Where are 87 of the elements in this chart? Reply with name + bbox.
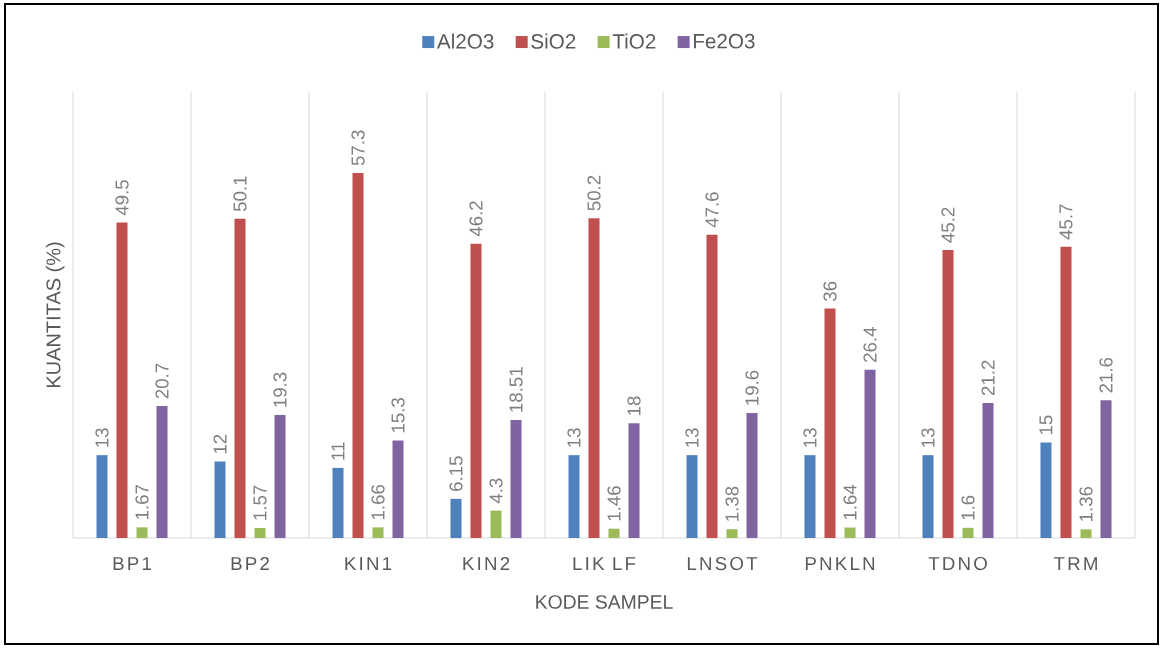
bar: [962, 527, 974, 538]
bar: [588, 218, 600, 538]
bar: [982, 402, 994, 538]
bar: [568, 455, 580, 538]
data-label: 1.36: [1079, 486, 1093, 521]
bar: [136, 527, 148, 538]
data-label: 57.3: [351, 130, 365, 166]
data-label: 1.6: [961, 495, 975, 520]
x-tick-label: KIN1: [345, 557, 392, 570]
data-label: 1.57: [253, 485, 267, 520]
data-label: 36: [823, 281, 837, 301]
bar: [706, 234, 718, 538]
data-label: 13: [685, 428, 699, 447]
x-tick-label: BP2: [231, 556, 269, 570]
data-label: 13: [921, 428, 935, 447]
data-label: 50.1: [233, 176, 247, 212]
bar: [844, 527, 856, 538]
legend-label: Al2O3: [436, 33, 494, 49]
data-label: 45.2: [941, 207, 955, 243]
data-label: 1.64: [843, 484, 857, 520]
data-label: 21.2: [981, 360, 995, 396]
data-label: 21.6: [1099, 357, 1113, 393]
bar: [1100, 400, 1112, 538]
bar: [686, 455, 698, 538]
data-label: 18.51: [509, 367, 523, 412]
data-label: 13: [567, 428, 581, 447]
data-label: 1.66: [371, 484, 385, 520]
bar: [450, 498, 462, 538]
x-tick-label: BP1: [113, 557, 151, 570]
x-tick-label: KIN2: [463, 556, 510, 570]
data-label: 4.3: [489, 478, 503, 504]
data-label: 20.7: [155, 363, 169, 399]
bar: [1040, 442, 1052, 538]
legend-label: Fe2O3: [694, 33, 755, 49]
bar: [254, 527, 266, 538]
bar: [96, 455, 108, 538]
data-label: 1.46: [607, 486, 621, 521]
data-label: 19.6: [745, 370, 759, 405]
data-label: 50.2: [587, 175, 601, 211]
data-label: 1.67: [135, 485, 149, 519]
bar: [804, 455, 816, 538]
data-label: 15: [1039, 415, 1053, 435]
legend-label: SiO2: [531, 33, 576, 49]
data-label: 13: [803, 428, 817, 447]
bar: [1060, 246, 1072, 538]
bar: [942, 250, 954, 538]
data-label: 18: [627, 396, 641, 415]
bar: [392, 440, 404, 538]
data-label: 1.38: [725, 486, 739, 521]
x-axis-title: KODE SAMPEL: [536, 595, 673, 609]
bar: [156, 406, 168, 538]
data-label: 15.3: [391, 398, 405, 433]
bar: [490, 510, 502, 538]
y-axis-title: KUANTITAS (%): [45, 242, 65, 388]
bar: [510, 420, 522, 538]
bar: [746, 413, 758, 538]
bar: [608, 528, 620, 538]
data-label: 26.4: [863, 327, 877, 362]
bar: [234, 218, 246, 538]
bar: [726, 529, 738, 538]
x-tick-label: LIK LF: [573, 557, 636, 570]
x-tick-label: TRM: [1053, 557, 1097, 570]
bar: [824, 308, 836, 538]
bar: [864, 369, 876, 538]
bar: [214, 461, 226, 538]
bar: [470, 243, 482, 538]
bar: [116, 222, 128, 538]
data-label: 11: [331, 442, 345, 460]
data-label: 47.6: [705, 192, 719, 228]
bar: [274, 415, 286, 538]
bar: [352, 172, 364, 538]
data-label: 46.2: [469, 201, 483, 237]
x-tick-label: LNSOT: [687, 556, 758, 571]
bar: [372, 527, 384, 538]
data-label: 19.3: [273, 372, 287, 407]
x-tick-label: PNKLN: [805, 557, 875, 570]
legend-label: TiO2: [612, 33, 656, 49]
bar: [628, 423, 640, 538]
data-label: 12: [213, 434, 227, 454]
data-label: 6.15: [449, 456, 463, 491]
bar: [1080, 529, 1092, 538]
data-label: 45.7: [1059, 204, 1073, 240]
data-label: 49.5: [115, 180, 129, 216]
bar: [922, 455, 934, 538]
data-label: 13: [95, 428, 109, 447]
x-tick-label: TDNO: [928, 556, 987, 571]
bar: [332, 467, 344, 538]
